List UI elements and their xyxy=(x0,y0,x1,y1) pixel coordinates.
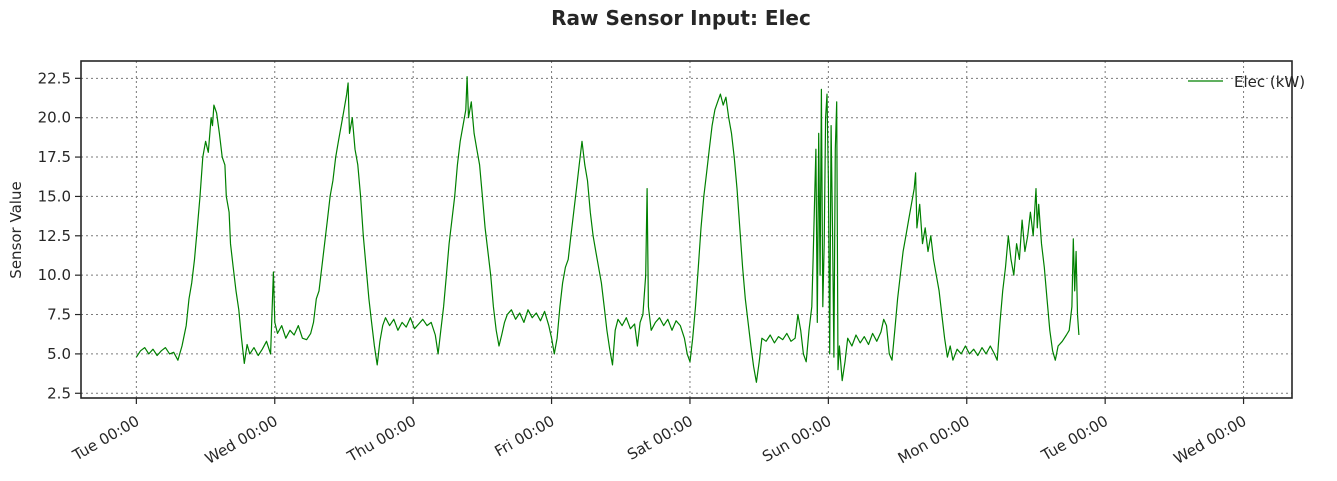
y-axis: 2.5 5.0 7.5 10.0 12.5 15.0 17.5 20.0 22.5 xyxy=(38,69,81,402)
chart-title: Raw Sensor Input: Elec xyxy=(551,6,811,30)
y-tick-label: 15.0 xyxy=(38,187,71,205)
legend-label: Elec (kW) xyxy=(1234,73,1305,91)
plot-frame xyxy=(80,60,1293,399)
y-tick-label: 7.5 xyxy=(47,306,71,324)
series-line-elec xyxy=(135,76,1080,383)
gridlines xyxy=(81,61,1292,398)
series-group xyxy=(135,76,1080,383)
plot-area xyxy=(81,61,1292,398)
y-tick-label: 20.0 xyxy=(38,109,71,127)
y-tick-label: 10.0 xyxy=(38,266,71,284)
y-tick-label: 17.5 xyxy=(38,148,71,166)
y-tick-label: 2.5 xyxy=(47,384,71,402)
y-tick-label: 5.0 xyxy=(47,345,71,363)
y-tick-label: 12.5 xyxy=(38,227,71,245)
y-tick-label: 22.5 xyxy=(38,69,71,87)
y-axis-label: Sensor Value xyxy=(7,181,25,278)
legend: Elec (kW) xyxy=(1188,73,1305,91)
